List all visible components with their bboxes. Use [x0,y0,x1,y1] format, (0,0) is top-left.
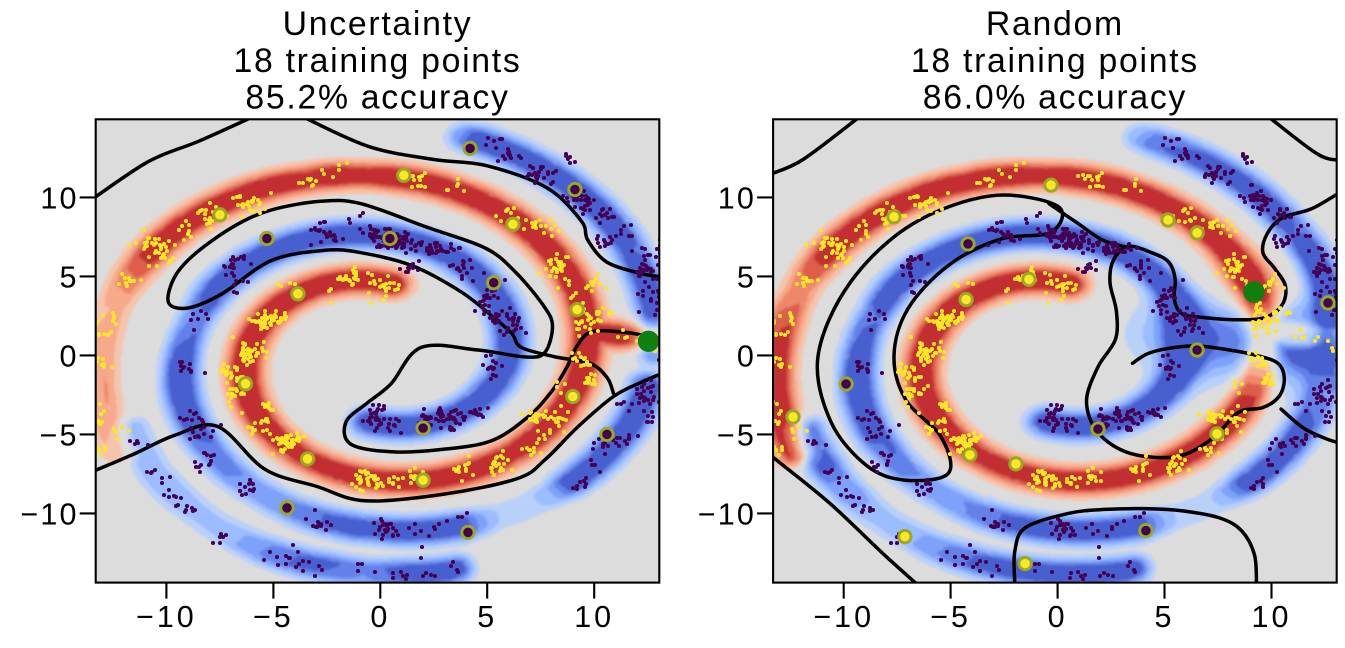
svg-text:−5: −5 [253,600,294,634]
svg-text:5: 5 [737,261,756,295]
svg-text:0: 0 [370,600,390,634]
svg-text:Random: Random [986,5,1124,43]
svg-text:0: 0 [1048,600,1068,634]
svg-text:−5: −5 [717,419,756,453]
svg-text:18 training points: 18 training points [233,42,521,80]
svg-text:10: 10 [718,182,756,216]
svg-text:−5: −5 [930,600,971,634]
svg-text:−5: −5 [40,419,79,453]
svg-text:5: 5 [60,261,79,295]
svg-text:10: 10 [1252,600,1292,634]
svg-text:5: 5 [1155,600,1175,634]
svg-text:−10: −10 [20,498,78,532]
svg-text:Uncertainty: Uncertainty [283,5,473,43]
svg-text:0: 0 [60,340,79,374]
svg-text:86.0% accuracy: 86.0% accuracy [923,78,1187,116]
svg-text:5: 5 [477,600,497,634]
svg-text:−10: −10 [813,600,874,634]
svg-text:−10: −10 [698,498,756,532]
svg-text:18 training points: 18 training points [911,42,1199,80]
svg-text:10: 10 [40,182,78,216]
svg-text:85.2% accuracy: 85.2% accuracy [245,78,509,116]
svg-text:10: 10 [574,600,614,634]
svg-text:−10: −10 [136,600,197,634]
svg-text:0: 0 [737,340,756,374]
